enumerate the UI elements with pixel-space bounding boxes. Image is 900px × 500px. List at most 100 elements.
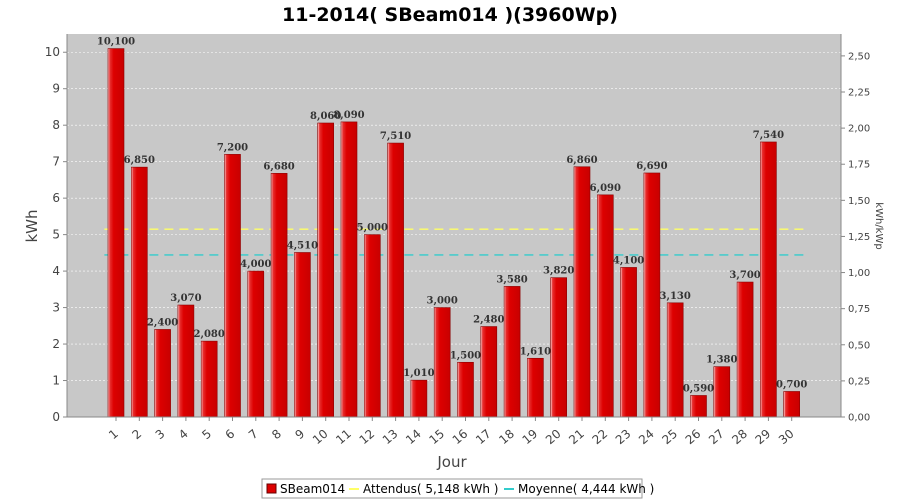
bar	[596, 194, 614, 418]
y2-tick-label: 2,00	[848, 124, 870, 135]
x-tick-label: 5	[199, 427, 214, 443]
data-label: 8,090	[333, 110, 364, 121]
bar	[620, 267, 637, 418]
y2-tick-label: 2,50	[848, 51, 870, 62]
y2-tick-label: 0,75	[848, 304, 870, 315]
y-tick-label: 2	[52, 337, 60, 351]
x-tick-label: 9	[292, 427, 307, 443]
bar	[387, 142, 404, 418]
data-label: 8,060	[310, 111, 341, 122]
data-label: 1,010	[403, 368, 434, 379]
x-tick-label: 15	[426, 427, 447, 448]
y2-tick-label: 1,00	[848, 268, 870, 279]
y-tick-label: 1	[52, 374, 60, 388]
y-tick-label: 8	[52, 118, 60, 132]
data-label: 6,860	[566, 155, 597, 166]
bar	[107, 48, 125, 418]
y-tick-label: 10	[45, 45, 60, 59]
bar	[783, 391, 801, 418]
bar	[270, 173, 288, 418]
bar	[317, 122, 335, 418]
x-tick-label: 10	[310, 427, 331, 448]
bar	[247, 270, 265, 418]
data-label: 7,540	[753, 130, 784, 141]
x-tick-label: 4	[176, 427, 191, 443]
bar	[760, 141, 777, 418]
x-tick-label: 25	[659, 427, 680, 448]
x-tick-label: 27	[706, 427, 727, 448]
legend-label: Moyenne( 4,444 kWh )	[518, 482, 654, 496]
y-tick-label: 6	[52, 191, 60, 205]
data-label: 4,100	[613, 255, 644, 266]
data-label: 5,000	[357, 223, 388, 234]
y-tick-label: 4	[52, 264, 60, 278]
bar	[294, 252, 311, 418]
x-tick-label: 1	[106, 427, 121, 443]
bar	[643, 172, 661, 418]
x-tick-label: 21	[566, 427, 587, 448]
y2-tick-label: 1,50	[848, 196, 870, 207]
bar	[154, 329, 171, 418]
data-label: 2,400	[147, 317, 178, 328]
legend-box	[261, 478, 643, 499]
data-label: 7,510	[380, 131, 411, 142]
bar	[177, 304, 195, 418]
x-tick-label: 16	[450, 427, 471, 448]
bar	[457, 361, 474, 418]
x-tick-label: 23	[613, 427, 634, 448]
x-tick-label: 12	[357, 427, 378, 448]
bar	[666, 302, 684, 418]
data-label: 6,850	[124, 155, 155, 166]
data-label: 3,000	[427, 296, 458, 307]
y-axis-right-title: kWh/kWp	[873, 202, 884, 249]
x-tick-label: 11	[333, 427, 354, 448]
bar	[573, 166, 591, 418]
bar	[713, 366, 731, 418]
legend-label: SBeam014	[280, 482, 345, 496]
y-tick-label: 5	[52, 228, 60, 242]
x-axis-title: Jour	[436, 453, 467, 471]
x-tick-label: 14	[403, 427, 424, 448]
data-label: 3,820	[543, 266, 574, 277]
bar	[340, 121, 358, 418]
y2-tick-label: 0,00	[848, 413, 870, 424]
data-label: 0,700	[776, 379, 807, 390]
data-labels: 10,100 6,850 2,400 3,070 2,080 7,200 4,000 6,68…	[97, 37, 808, 395]
reference-lines	[104, 228, 804, 256]
x-tick-label: 24	[636, 427, 657, 448]
legend-label: Attendus( 5,148 kWh )	[363, 482, 498, 496]
data-label: 6,680	[263, 161, 294, 172]
y2-tick-label: 1,25	[848, 232, 870, 243]
bar	[550, 277, 568, 418]
y-tick-label: 0	[52, 410, 60, 424]
y-axis-title: kWh	[23, 209, 41, 242]
bar	[410, 379, 428, 418]
data-label: 2,080	[194, 329, 225, 340]
x-tick-label: 22	[590, 427, 611, 448]
data-label: 7,200	[217, 142, 248, 153]
bar	[363, 234, 381, 418]
data-label: 3,070	[170, 293, 201, 304]
x-tick-label: 26	[683, 427, 704, 448]
bar	[433, 307, 451, 418]
bar	[131, 166, 148, 418]
bar	[690, 395, 707, 418]
x-tick-label: 17	[473, 427, 494, 448]
x-tick-label: 20	[543, 427, 564, 448]
bar	[527, 357, 544, 418]
bar	[503, 286, 521, 418]
y2-tick-label: 2,25	[848, 87, 870, 98]
legend-swatch	[266, 483, 277, 494]
data-label: 1,610	[520, 346, 551, 357]
legend: SBeam014 Attendus( 5,148 kWh ) Moyenne( 4,…	[261, 478, 654, 499]
data-label: 6,090	[590, 183, 621, 194]
bar	[480, 326, 498, 418]
data-label: 4,000	[240, 259, 271, 270]
x-tick-label: 18	[496, 427, 517, 448]
x-tick-label: 2	[129, 427, 144, 443]
data-label: 6,690	[636, 161, 667, 172]
y2-tick-label: 1,75	[848, 160, 870, 171]
plot-area	[67, 34, 841, 417]
y-tick-label: 9	[52, 82, 60, 96]
